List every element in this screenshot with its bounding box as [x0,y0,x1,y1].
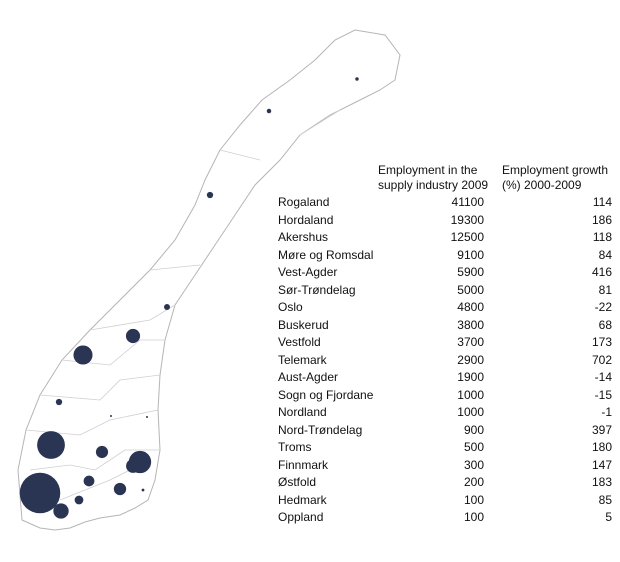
column-header: Employment in the supply industry 2009 [378,163,489,192]
employment-bubble [206,191,214,199]
region-name: Finnmark [278,457,329,472]
region-name: Rogaland [278,195,330,209]
employment-bubble [164,304,170,310]
employment-bubble [113,482,127,496]
region-name: Nord-Trøndelag [278,422,363,437]
growth-value: 186 [591,212,612,227]
employment-bubble [55,398,63,406]
region-name: Oslo [278,300,303,314]
employment-value: 3800 [457,317,484,332]
employment-bubble [110,415,112,417]
employment-value: 3700 [457,335,484,349]
growth-value: 81 [598,282,612,297]
growth-value: -14 [594,370,612,384]
employment-bubble [73,345,93,365]
employment-value: 100 [463,510,484,524]
region-name: Nordland [278,405,327,419]
employment-bubble [74,495,84,505]
employment-bubble [19,472,61,514]
region-name: Østfold [278,475,317,489]
growth-value: 68 [598,317,612,332]
growth-value: 5 [605,510,612,524]
region-name: Troms [278,440,312,454]
region-name: Møre og Romsdal [278,247,374,262]
growth-value: 183 [591,475,612,489]
growth-value: 114 [592,195,612,209]
employment-bubble [37,431,65,459]
column-header: Employment growth (%) 2000-2009 [502,163,609,192]
employment-value: 12500 [450,230,484,244]
employment-value: 9100 [457,247,484,262]
region-name: Hordaland [278,212,334,227]
region-name: Aust-Agder [278,370,339,384]
employment-bubble [95,445,109,459]
employment-value: 1000 [457,387,484,402]
employment-value: 19300 [450,212,484,227]
employment-bubble [125,328,141,344]
region-name: Hedmark [278,492,327,507]
employment-value: 100 [463,492,484,507]
employment-bubble [266,108,272,114]
employment-bubble [141,488,145,492]
growth-value: 397 [591,422,612,437]
growth-value: 180 [591,440,612,454]
employment-value: 1900 [457,370,484,384]
employment-value: 2900 [457,352,484,367]
employment-value: 300 [463,457,484,472]
region-name: Vest-Agder [278,265,338,279]
region-name: Akershus [278,230,329,244]
employment-value: 200 [463,475,484,489]
employment-value: 5900 [457,265,484,279]
employment-value: 41100 [451,195,484,209]
growth-value: -15 [594,387,612,402]
employment-bubble [126,459,140,473]
employment-bubble [53,503,69,519]
employment-bubble [83,475,95,487]
growth-value: 416 [591,265,612,279]
growth-value: 147 [591,457,612,472]
region-name: Sør-Trøndelag [278,282,356,297]
growth-value: 702 [591,352,612,367]
county-borders [25,109,341,501]
employment-bubble [355,77,359,81]
region-name: Buskerud [278,317,329,332]
employment-value: 5000 [457,282,484,297]
region-name: Oppland [278,510,324,524]
growth-value: 173 [591,335,612,349]
employment-bubble [146,416,148,418]
growth-value: 84 [598,247,612,262]
employment-value: 900 [463,422,484,437]
region-name: Sogn og Fjordane [278,387,374,402]
growth-value: 85 [598,492,612,507]
employment-value: 4800 [457,300,484,314]
growth-value: -1 [601,405,612,419]
employment-value: 1000 [457,405,484,419]
growth-value: -22 [594,300,612,314]
norway-outline [17,29,401,531]
growth-value: 118 [592,230,612,244]
region-name: Vestfold [278,335,321,349]
employment-value: 500 [463,440,484,454]
region-name: Telemark [278,352,327,367]
